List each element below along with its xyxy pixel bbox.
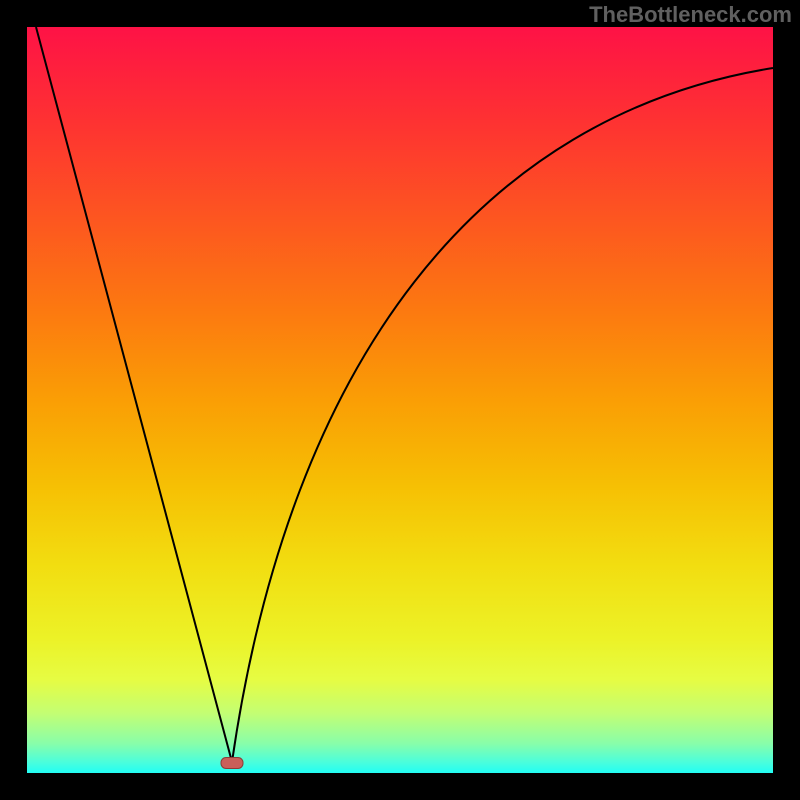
optimal-marker <box>221 758 243 769</box>
watermark-text: TheBottleneck.com <box>589 2 792 28</box>
bottleneck-chart <box>0 0 800 800</box>
chart-container: TheBottleneck.com <box>0 0 800 800</box>
plot-background <box>27 27 773 773</box>
